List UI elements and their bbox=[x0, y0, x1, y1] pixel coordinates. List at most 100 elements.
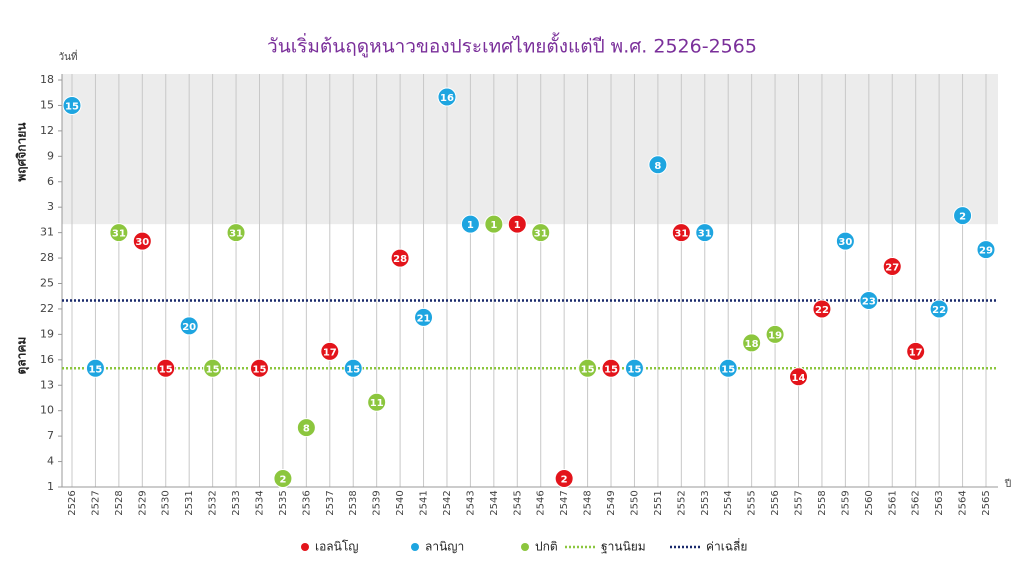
x-tick-label: 2534 bbox=[254, 490, 265, 515]
x-tick-label: 2536 bbox=[301, 490, 312, 515]
month-shade bbox=[62, 74, 998, 225]
data-point bbox=[484, 214, 504, 234]
data-point bbox=[273, 469, 293, 489]
y-tick-label: 13 bbox=[40, 378, 54, 391]
x-tick-label: 2531 bbox=[184, 490, 195, 515]
y-tick-label: 7 bbox=[47, 429, 54, 442]
data-point bbox=[718, 358, 738, 378]
data-label: 30 bbox=[838, 237, 852, 248]
x-tick-label: 2563 bbox=[934, 490, 945, 515]
data-point bbox=[648, 155, 668, 175]
y-tick-label: 4 bbox=[47, 455, 54, 468]
chart-title: วันเริ่มต้นฤดูหนาวของประเทศไทยตั้งแต่ปี … bbox=[267, 33, 757, 58]
x-tick-label: 2562 bbox=[911, 490, 922, 515]
data-label: 30 bbox=[135, 237, 149, 248]
data-point bbox=[132, 231, 152, 251]
x-tick-label: 2546 bbox=[536, 490, 547, 515]
x-tick-label: 2537 bbox=[325, 490, 336, 515]
data-label: 29 bbox=[979, 246, 993, 257]
data-point bbox=[531, 223, 551, 243]
data-label: 15 bbox=[159, 364, 173, 375]
x-tick-label: 2547 bbox=[559, 490, 570, 515]
data-label: 15 bbox=[65, 101, 79, 112]
x-tick-label: 2549 bbox=[606, 490, 617, 515]
data-point bbox=[460, 214, 480, 234]
data-label: 17 bbox=[323, 347, 337, 358]
x-tick-label: 2553 bbox=[700, 490, 711, 515]
y-tick-label: 12 bbox=[40, 124, 54, 137]
data-label: 1 bbox=[490, 220, 497, 231]
data-point bbox=[906, 341, 926, 361]
data-point bbox=[554, 469, 574, 489]
data-label: 31 bbox=[674, 229, 688, 240]
data-point bbox=[156, 358, 176, 378]
data-point bbox=[742, 333, 762, 353]
data-point bbox=[789, 367, 809, 387]
legend-label: ปกติ bbox=[535, 540, 558, 554]
data-label: 31 bbox=[112, 229, 126, 240]
data-point bbox=[812, 299, 832, 319]
data-point bbox=[296, 418, 316, 438]
legend-label: ค่าเฉลี่ย bbox=[706, 538, 747, 554]
data-label: 31 bbox=[229, 229, 243, 240]
data-label: 8 bbox=[303, 424, 310, 435]
x-tick-label: 2541 bbox=[419, 490, 430, 515]
data-label: 27 bbox=[885, 263, 899, 274]
data-point bbox=[671, 223, 691, 243]
data-point bbox=[414, 307, 434, 327]
data-point bbox=[226, 223, 246, 243]
y-tick-label: 3 bbox=[47, 200, 54, 213]
data-point bbox=[953, 206, 973, 226]
data-label: 28 bbox=[393, 254, 407, 265]
data-point bbox=[85, 358, 105, 378]
data-point bbox=[203, 358, 223, 378]
data-label: 21 bbox=[417, 313, 431, 324]
x-tick-label: 2528 bbox=[114, 490, 125, 515]
x-tick-label: 2539 bbox=[372, 490, 383, 515]
x-tick-label: 2530 bbox=[161, 490, 172, 515]
x-tick-label: 2554 bbox=[723, 490, 734, 515]
x-tick-label: 2535 bbox=[278, 490, 289, 515]
x-tick-label: 2560 bbox=[864, 490, 875, 515]
data-point bbox=[179, 316, 199, 336]
y-tick-label: 16 bbox=[40, 353, 54, 366]
data-point bbox=[343, 358, 363, 378]
data-point bbox=[367, 392, 387, 412]
x-tick-label: 2542 bbox=[442, 490, 453, 515]
y-tick-label: 1 bbox=[47, 480, 54, 493]
data-label: 2 bbox=[279, 475, 286, 486]
y-tick-label: 28 bbox=[40, 251, 54, 264]
data-label: 15 bbox=[604, 364, 618, 375]
y-tick-label: 6 bbox=[47, 175, 54, 188]
data-point bbox=[109, 223, 129, 243]
data-point bbox=[835, 231, 855, 251]
x-tick-label: 2557 bbox=[794, 490, 805, 515]
data-label: 15 bbox=[721, 364, 735, 375]
data-point bbox=[929, 299, 949, 319]
x-tick-label: 2548 bbox=[583, 490, 594, 515]
data-point bbox=[859, 290, 879, 310]
data-label: 15 bbox=[206, 364, 220, 375]
x-tick-label: 2532 bbox=[208, 490, 219, 515]
data-label: 15 bbox=[88, 364, 102, 375]
x-tick-label: 2550 bbox=[629, 490, 640, 515]
data-label: 22 bbox=[932, 305, 946, 316]
data-point bbox=[976, 240, 996, 260]
month-label: ตุลาคม bbox=[15, 337, 30, 375]
legend-label: ฐานนิยม bbox=[601, 540, 646, 554]
data-label: 1 bbox=[514, 220, 521, 231]
legend-marker bbox=[521, 543, 529, 551]
x-tick-label: 2545 bbox=[512, 490, 523, 515]
x-tick-label: 2544 bbox=[489, 490, 500, 515]
data-label: 2 bbox=[561, 475, 568, 486]
data-point bbox=[624, 358, 644, 378]
data-point bbox=[765, 324, 785, 344]
x-axis-label: ปี bbox=[1004, 478, 1011, 490]
data-label: 15 bbox=[628, 364, 642, 375]
x-tick-label: 2558 bbox=[817, 490, 828, 515]
data-label: 18 bbox=[745, 339, 759, 350]
legend-label: เอลนิโญ bbox=[315, 540, 359, 554]
data-label: 15 bbox=[581, 364, 595, 375]
x-tick-label: 2533 bbox=[231, 490, 242, 515]
legend-label: ลานิญา bbox=[425, 540, 464, 554]
